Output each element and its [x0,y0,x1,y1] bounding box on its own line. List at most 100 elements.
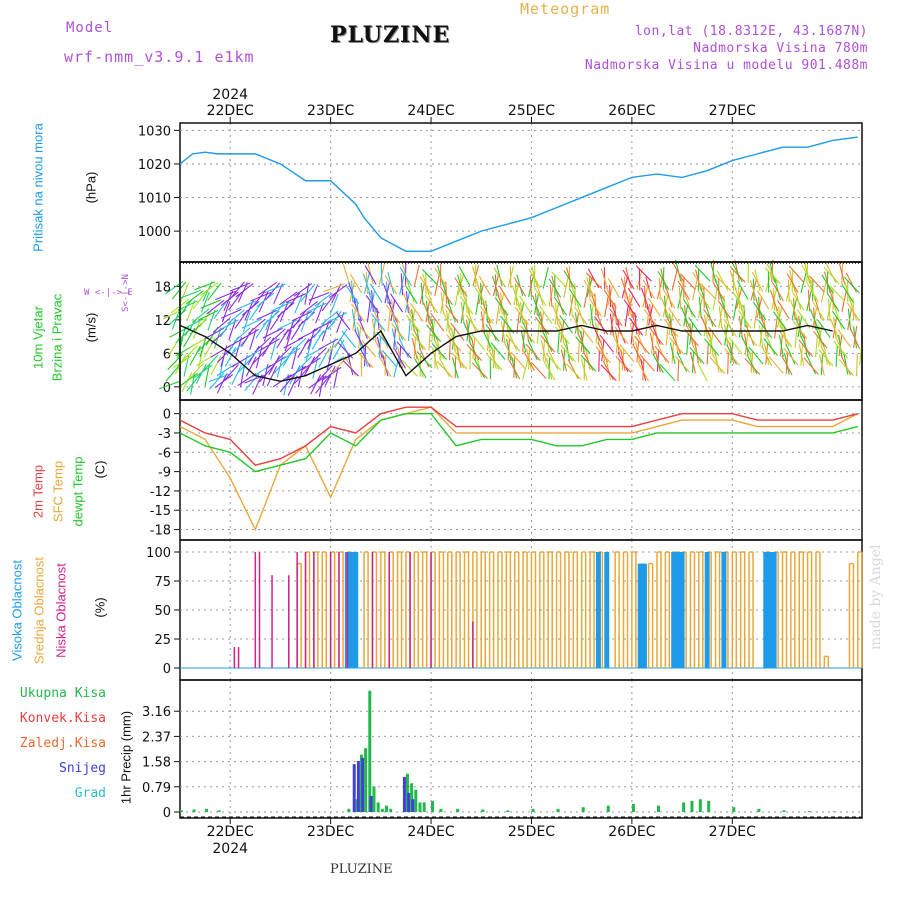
wind-vector [608,307,623,327]
wind-vector [619,344,635,363]
wind-vector [695,269,702,291]
wind-vector [191,308,210,323]
wind-vector [728,336,743,355]
wind-vector [846,302,860,322]
wind-vector [798,339,814,358]
total-precip-bar [531,808,535,812]
wind-vector [402,292,412,314]
wind-vector [465,319,471,342]
wind-vector [239,328,260,341]
wind-vector [410,303,424,322]
wind-vector [637,361,650,382]
wind-vector-field [159,259,863,397]
wind-vector [284,329,292,352]
wind-vector [569,294,574,317]
wind-vector [520,330,527,353]
y-tick-label-6: -18 [150,524,171,539]
wind-vector [480,311,486,334]
wind-vector [266,365,278,387]
wind-vector [833,340,849,359]
high-cloud-bar [595,552,601,668]
wind-vector [458,266,471,287]
wind-vector [676,351,688,372]
wind-vector [709,356,726,374]
wind-vector [310,374,322,395]
wind-vector [627,287,641,308]
low-cloud-bar [304,552,307,668]
total-precip-bar [631,804,635,812]
wind-vector [514,306,529,326]
low-cloud-bar [388,552,390,668]
wind-vector [649,327,664,346]
wind-vector [528,268,541,289]
total-precip-bar [439,808,443,812]
wind-vector [437,265,445,287]
total-precip-bar [690,800,694,812]
wind-vector [525,348,532,371]
wind-vector [308,375,327,389]
wind-vector [660,297,670,319]
wind-vector [549,285,553,308]
wind-vector [798,344,805,367]
wind-vector [235,283,254,298]
wind-vector [571,285,579,307]
wind-vector [800,335,811,357]
wind-vector [214,374,234,388]
wind-vector [297,311,316,327]
wind-vector [486,353,503,371]
wind-vector [168,336,181,356]
wind-vector [178,299,193,318]
wind-vector [183,318,204,330]
wind-vector [323,283,345,293]
wind-vector [716,270,729,291]
wind-vector [359,347,371,368]
wind-vector [356,321,371,340]
wind-vector [536,284,544,306]
wind-vector [385,304,401,323]
wind-vector [471,266,480,288]
wind-vector [341,330,357,349]
wind-vector [845,272,858,293]
wind-vector [509,266,512,289]
wind-vector [671,333,682,355]
wind-vector [263,320,272,342]
wind-vector [491,275,500,298]
wind-vector [204,327,225,340]
wind-vector [794,325,798,348]
wind-vector [723,324,729,347]
wind-vector [729,266,746,283]
wind-vector [645,314,649,337]
wind-vector [462,292,471,314]
wind-vector [289,337,307,354]
total-precip-bar [347,808,351,812]
wind-vector [685,295,694,318]
wind-vector [384,275,398,295]
wind-vector [774,278,781,301]
wind-vector [614,326,629,345]
wind-vector [579,324,594,344]
wind-vector [594,322,600,344]
wind-vector [580,359,588,381]
wind-vector [640,287,650,309]
wind-vector [362,345,368,367]
wind-vector [709,332,714,355]
wind-vector [268,355,281,376]
wind-vector [811,301,825,321]
wind-vector [582,350,594,371]
wind-vector [334,329,348,348]
wind-vector [720,297,729,319]
wind-vector [336,312,351,331]
wind-vector [224,346,237,367]
wind-vector [580,354,597,372]
wind-vector [228,319,237,341]
pressure-line [179,136,858,252]
wind-vector [315,375,330,394]
total-precip-bar [405,773,409,812]
wind-vector [283,337,304,349]
wind-vector [700,287,708,309]
wind-vector [247,318,266,335]
wind-vector [763,343,770,366]
total-precip-bar [414,789,418,812]
wind-vector [293,283,313,297]
wind-vector [652,353,664,374]
